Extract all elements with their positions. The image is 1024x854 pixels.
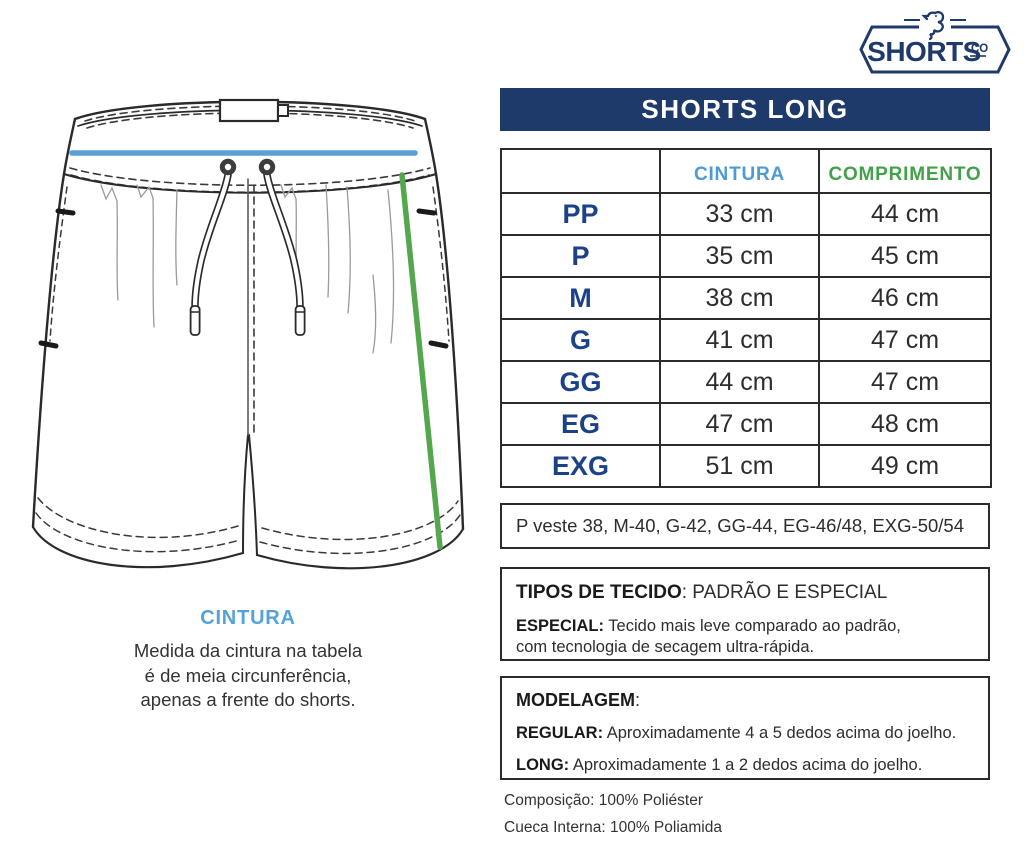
fabric-box: TIPOS DE TECIDO: PADRÃO E ESPECIAL ESPEC…: [500, 567, 990, 661]
caption-text-line: apenas a frente do shorts.: [140, 689, 356, 711]
header-empty: [500, 148, 661, 194]
table-row: EG 47 cm 48 cm: [500, 402, 992, 446]
pocket-bartack: [55, 208, 76, 216]
size-cell: EG: [500, 402, 661, 446]
long-text: Aproximadamente 1 a 2 dedos acima do joe…: [569, 756, 923, 774]
caption-title: CINTURA: [200, 607, 296, 629]
inner-leg-left: [242, 434, 249, 554]
modelagem-label: MODELAGEM: [516, 690, 635, 710]
fit-note-text: P veste 38, M-40, G-42, GG-44, EG-46/48,…: [516, 515, 964, 536]
size-cell: GG: [500, 360, 661, 404]
logo-brand-text: SHORTS: [867, 36, 981, 67]
hem-left: [31, 525, 245, 569]
regular-label: REGULAR:: [516, 724, 604, 742]
modelagem-box: MODELAGEM: REGULAR: Aproximadamente 4 a …: [500, 676, 990, 780]
table-row: EXG 51 cm 49 cm: [500, 444, 992, 488]
table-row: M 38 cm 46 cm: [500, 276, 992, 320]
figure-caption: CINTURA Medida da cintura na tabela é de…: [58, 607, 438, 713]
comprimento-cell: 44 cm: [818, 192, 992, 236]
cintura-cell: 33 cm: [659, 192, 820, 236]
table-header-row: CINTURA COMPRIMENTO: [500, 148, 992, 194]
logo-suffix-text: CO: [971, 43, 988, 55]
cintura-cell: 35 cm: [659, 234, 820, 278]
pocket-stitch-right: [432, 186, 450, 342]
cintura-cell: 47 cm: [659, 402, 820, 446]
fabric-especial-text1: Tecido mais leve comparado ao padrão,: [604, 617, 901, 635]
waistband-bottom: [63, 173, 437, 194]
fabric-especial-text2: com tecnologia de secagem ultra-rápida.: [516, 637, 815, 656]
fabric-types-value: : PADRÃO E ESPECIAL: [681, 582, 888, 603]
cintura-cell: 51 cm: [659, 444, 820, 488]
table-row: PP 33 cm 44 cm: [500, 192, 992, 236]
cintura-cell: 44 cm: [659, 360, 820, 404]
waistband-stitch: [84, 105, 416, 122]
hem-stitch: [261, 500, 459, 541]
fabric-types-line: TIPOS DE TECIDO: PADRÃO E ESPECIAL: [516, 582, 974, 604]
side-seam-left: [31, 172, 66, 529]
side-seam-right: [434, 172, 465, 531]
cintura-cell: 38 cm: [659, 276, 820, 320]
brand-logo: SHORTS CO: [858, 10, 1012, 78]
hem-stitch: [259, 514, 461, 555]
regular-text: Aproximadamente 4 a 5 dedos acima do joe…: [603, 724, 957, 742]
inner-leg-right: [248, 434, 258, 556]
size-cell: P: [500, 234, 661, 278]
pocket-bartack: [416, 208, 437, 216]
comprimento-cell: 49 cm: [818, 444, 992, 488]
composition-line: Composição: 100% Poliéster: [504, 792, 704, 809]
modelagem-long-line: LONG: Aproximadamente 1 a 2 dedos acima …: [516, 756, 974, 775]
fabric-types-label: TIPOS DE TECIDO: [516, 582, 682, 603]
drawstring: [189, 171, 306, 336]
header-cintura: CINTURA: [659, 148, 820, 194]
waistband-stitch: [69, 167, 431, 187]
comprimento-cell: 47 cm: [818, 318, 992, 362]
grommet: [219, 158, 276, 176]
fabric-especial-label: ESPECIAL:: [516, 617, 605, 635]
header-comprimento: COMPRIMENTO: [818, 148, 992, 194]
table-row: P 35 cm 45 cm: [500, 234, 992, 278]
waistband-side: [62, 117, 77, 176]
size-chart-title: SHORTS LONG: [500, 88, 990, 131]
modelagem-regular-line: REGULAR: Aproximadamente 4 a 5 dedos aci…: [516, 724, 974, 743]
hem-stitch: [37, 497, 239, 539]
modelagem-title-line: MODELAGEM:: [516, 690, 974, 711]
size-table: CINTURA COMPRIMENTO PP 33 cm 44 cm P 35 …: [500, 148, 992, 488]
seahorse-icon: [921, 11, 945, 41]
waistband-side: [423, 117, 438, 176]
hem-right: [255, 527, 465, 570]
comprimento-cell: 48 cm: [818, 402, 992, 446]
fit-note-box: P veste 38, M-40, G-42, GG-44, EG-46/48,…: [500, 503, 990, 549]
caption-text-line: Medida da cintura na tabela: [133, 640, 363, 661]
waistband-label: [218, 98, 280, 123]
pocket-bartack: [38, 340, 59, 349]
table-row: G 41 cm 47 cm: [500, 318, 992, 362]
size-cell: EXG: [500, 444, 661, 488]
hem-stitch: [35, 512, 241, 553]
shorts-diagram: [31, 98, 465, 570]
label-loop: [277, 104, 289, 117]
pocket-bartack: [428, 340, 449, 349]
table-row: GG 44 cm 47 cm: [500, 360, 992, 404]
size-cell: PP: [500, 192, 661, 236]
length-measure-line: [399, 172, 443, 550]
pocket-stitch-left: [49, 186, 68, 342]
cintura-cell: 41 cm: [659, 318, 820, 362]
size-cell: M: [500, 276, 661, 320]
logo-banner: [859, 25, 1011, 74]
composition-line: Cueca Interna: 100% Poliamida: [504, 818, 722, 836]
long-label: LONG:: [516, 756, 570, 774]
fabric-especial-line: ESPECIAL: Tecido mais leve comparado ao …: [516, 616, 974, 657]
modelagem-colon: :: [635, 690, 641, 710]
caption-text-line: é de meia circunferência,: [144, 664, 352, 686]
composition-notes: Composição: 100% Poliéster Cueca Interna…: [504, 788, 990, 841]
comprimento-cell: 47 cm: [818, 360, 992, 404]
size-cell: G: [500, 318, 661, 362]
comprimento-cell: 45 cm: [818, 234, 992, 278]
comprimento-cell: 46 cm: [818, 276, 992, 320]
